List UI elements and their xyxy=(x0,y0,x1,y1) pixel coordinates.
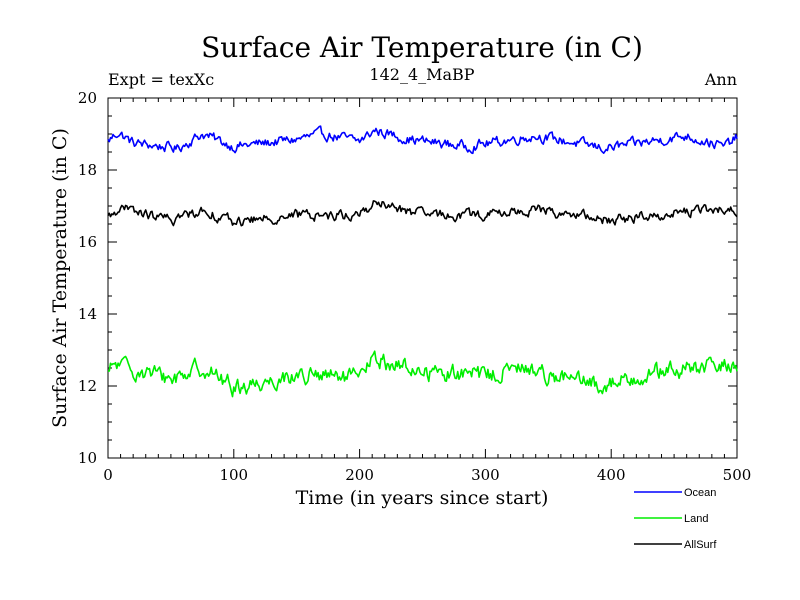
y-tick-label: 18 xyxy=(78,161,97,179)
x-tick-label: 0 xyxy=(103,466,113,484)
y-tick-label: 16 xyxy=(78,233,97,251)
age-label: 142_4_MaBP xyxy=(369,65,474,84)
y-tick-label: 14 xyxy=(78,305,97,323)
legend: Ocean Land AllSurf xyxy=(634,487,717,551)
chart-title: Surface Air Temperature (in C) xyxy=(201,31,643,64)
y-tick-label: 10 xyxy=(78,449,97,467)
y-tick-label: 20 xyxy=(78,89,97,107)
plot-area: 0 100 200 300 400 500 10 12 14 16 18 20 xyxy=(78,89,751,484)
x-tick-label: 400 xyxy=(597,466,626,484)
x-tick-label: 100 xyxy=(219,466,248,484)
x-tick-label: 500 xyxy=(723,466,752,484)
series-line-land xyxy=(107,350,738,398)
experiment-label: Expt = texXc xyxy=(108,70,214,89)
x-tick-label: 300 xyxy=(471,466,500,484)
season-label: Ann xyxy=(704,70,737,89)
legend-label-allsurf: AllSurf xyxy=(684,539,717,551)
x-tick-label: 200 xyxy=(345,466,374,484)
legend-label-land: Land xyxy=(684,513,708,525)
plot-frame xyxy=(107,97,738,459)
x-axis-label: Time (in years since start) xyxy=(296,487,549,509)
y-tick-label: 12 xyxy=(78,377,97,395)
series-line-allsurf xyxy=(107,200,738,227)
series-line-ocean xyxy=(107,125,738,155)
legend-label-ocean: Ocean xyxy=(684,487,716,499)
y-axis-label: Surface Air Temperature (in C) xyxy=(49,128,71,428)
